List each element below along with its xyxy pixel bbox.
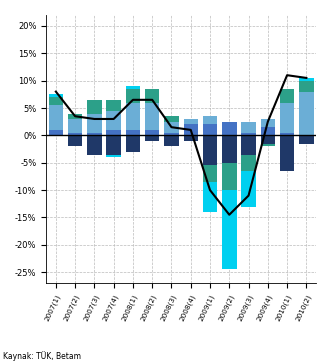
Bar bbox=[164, 116, 179, 122]
Bar bbox=[107, 155, 121, 157]
Bar bbox=[68, 119, 82, 132]
Bar bbox=[126, 103, 140, 130]
Bar bbox=[87, 100, 102, 114]
Bar bbox=[145, 135, 160, 141]
Bar bbox=[299, 81, 313, 91]
Bar bbox=[164, 132, 179, 135]
Bar bbox=[203, 116, 217, 125]
Bar bbox=[126, 86, 140, 89]
Bar bbox=[280, 135, 294, 171]
Bar bbox=[241, 122, 256, 132]
Bar bbox=[126, 130, 140, 135]
Bar bbox=[126, 135, 140, 152]
Bar bbox=[299, 135, 313, 144]
Bar bbox=[241, 171, 256, 207]
Bar bbox=[107, 100, 121, 111]
Text: Kaynak: TÜK, Betam: Kaynak: TÜK, Betam bbox=[3, 351, 81, 361]
Bar bbox=[222, 163, 237, 190]
Bar bbox=[222, 190, 237, 269]
Bar bbox=[280, 103, 294, 132]
Bar bbox=[260, 135, 275, 144]
Bar bbox=[68, 114, 82, 119]
Bar bbox=[280, 89, 294, 103]
Bar bbox=[203, 166, 217, 182]
Bar bbox=[164, 135, 179, 146]
Bar bbox=[183, 119, 198, 125]
Bar bbox=[68, 135, 82, 146]
Bar bbox=[87, 114, 102, 132]
Bar bbox=[203, 125, 217, 135]
Bar bbox=[87, 135, 102, 155]
Bar bbox=[241, 135, 256, 155]
Bar bbox=[222, 135, 237, 163]
Bar bbox=[280, 132, 294, 135]
Bar bbox=[107, 130, 121, 135]
Bar bbox=[145, 89, 160, 103]
Bar bbox=[145, 130, 160, 135]
Bar bbox=[203, 135, 217, 166]
Bar bbox=[49, 130, 63, 135]
Bar bbox=[260, 127, 275, 135]
Bar bbox=[299, 78, 313, 81]
Bar bbox=[241, 132, 256, 135]
Bar bbox=[260, 144, 275, 146]
Bar bbox=[49, 105, 63, 130]
Bar bbox=[49, 94, 63, 97]
Bar bbox=[68, 132, 82, 135]
Bar bbox=[107, 135, 121, 155]
Bar bbox=[107, 111, 121, 130]
Bar bbox=[299, 91, 313, 135]
Bar bbox=[126, 89, 140, 103]
Bar bbox=[145, 103, 160, 130]
Bar bbox=[260, 119, 275, 127]
Bar bbox=[164, 122, 179, 132]
Bar bbox=[183, 135, 198, 141]
Bar bbox=[49, 97, 63, 105]
Bar bbox=[87, 132, 102, 135]
Bar bbox=[203, 182, 217, 212]
Bar bbox=[222, 122, 237, 135]
Bar bbox=[241, 155, 256, 171]
Bar bbox=[183, 125, 198, 135]
